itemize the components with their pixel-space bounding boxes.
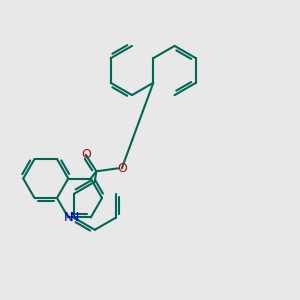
Text: O: O — [117, 162, 127, 175]
Text: N: N — [69, 211, 79, 224]
Text: O: O — [81, 148, 91, 161]
Text: N: N — [64, 211, 73, 224]
